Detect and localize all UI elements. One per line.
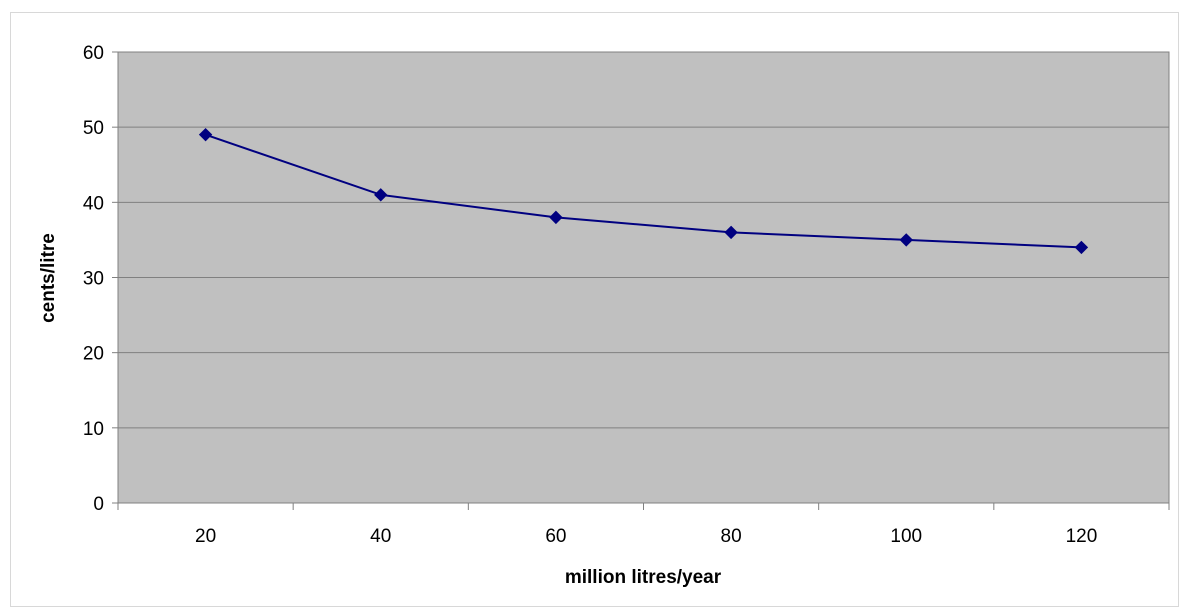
x-tick-label: 20 — [195, 526, 216, 547]
data-point-marker — [899, 233, 913, 247]
data-point-marker — [198, 127, 213, 142]
data-point-marker — [374, 188, 388, 202]
y-axis-tick-labels: 0 10 20 30 40 50 60 — [83, 43, 104, 515]
x-tick-label: 80 — [721, 526, 742, 547]
x-tick-label: 120 — [1066, 526, 1098, 547]
series-line — [205, 133, 1082, 249]
y-tick-label: 0 — [93, 494, 104, 515]
y-tick-label: 10 — [83, 419, 104, 440]
data-point-marker — [724, 225, 738, 240]
data-point-marker — [1074, 240, 1089, 255]
x-tick-label: 40 — [370, 526, 391, 547]
y-tick-label: 40 — [83, 193, 104, 214]
y-tick-label: 20 — [83, 344, 104, 365]
y-tick-label: 50 — [83, 118, 104, 139]
x-axis-title: million litres/year — [565, 567, 722, 588]
data-point-marker — [549, 210, 563, 225]
y-tick-label: 30 — [83, 269, 104, 290]
y-tick-label: 60 — [83, 43, 104, 64]
axes — [112, 51, 1170, 510]
x-axis-tick-labels: 20 40 60 80 100 120 — [195, 526, 1097, 547]
series-group — [198, 127, 1089, 255]
gridlines — [118, 51, 1169, 429]
x-tick-label: 100 — [890, 526, 922, 547]
y-axis-title: cents/litre — [38, 233, 59, 323]
x-tick-label: 60 — [545, 526, 566, 547]
